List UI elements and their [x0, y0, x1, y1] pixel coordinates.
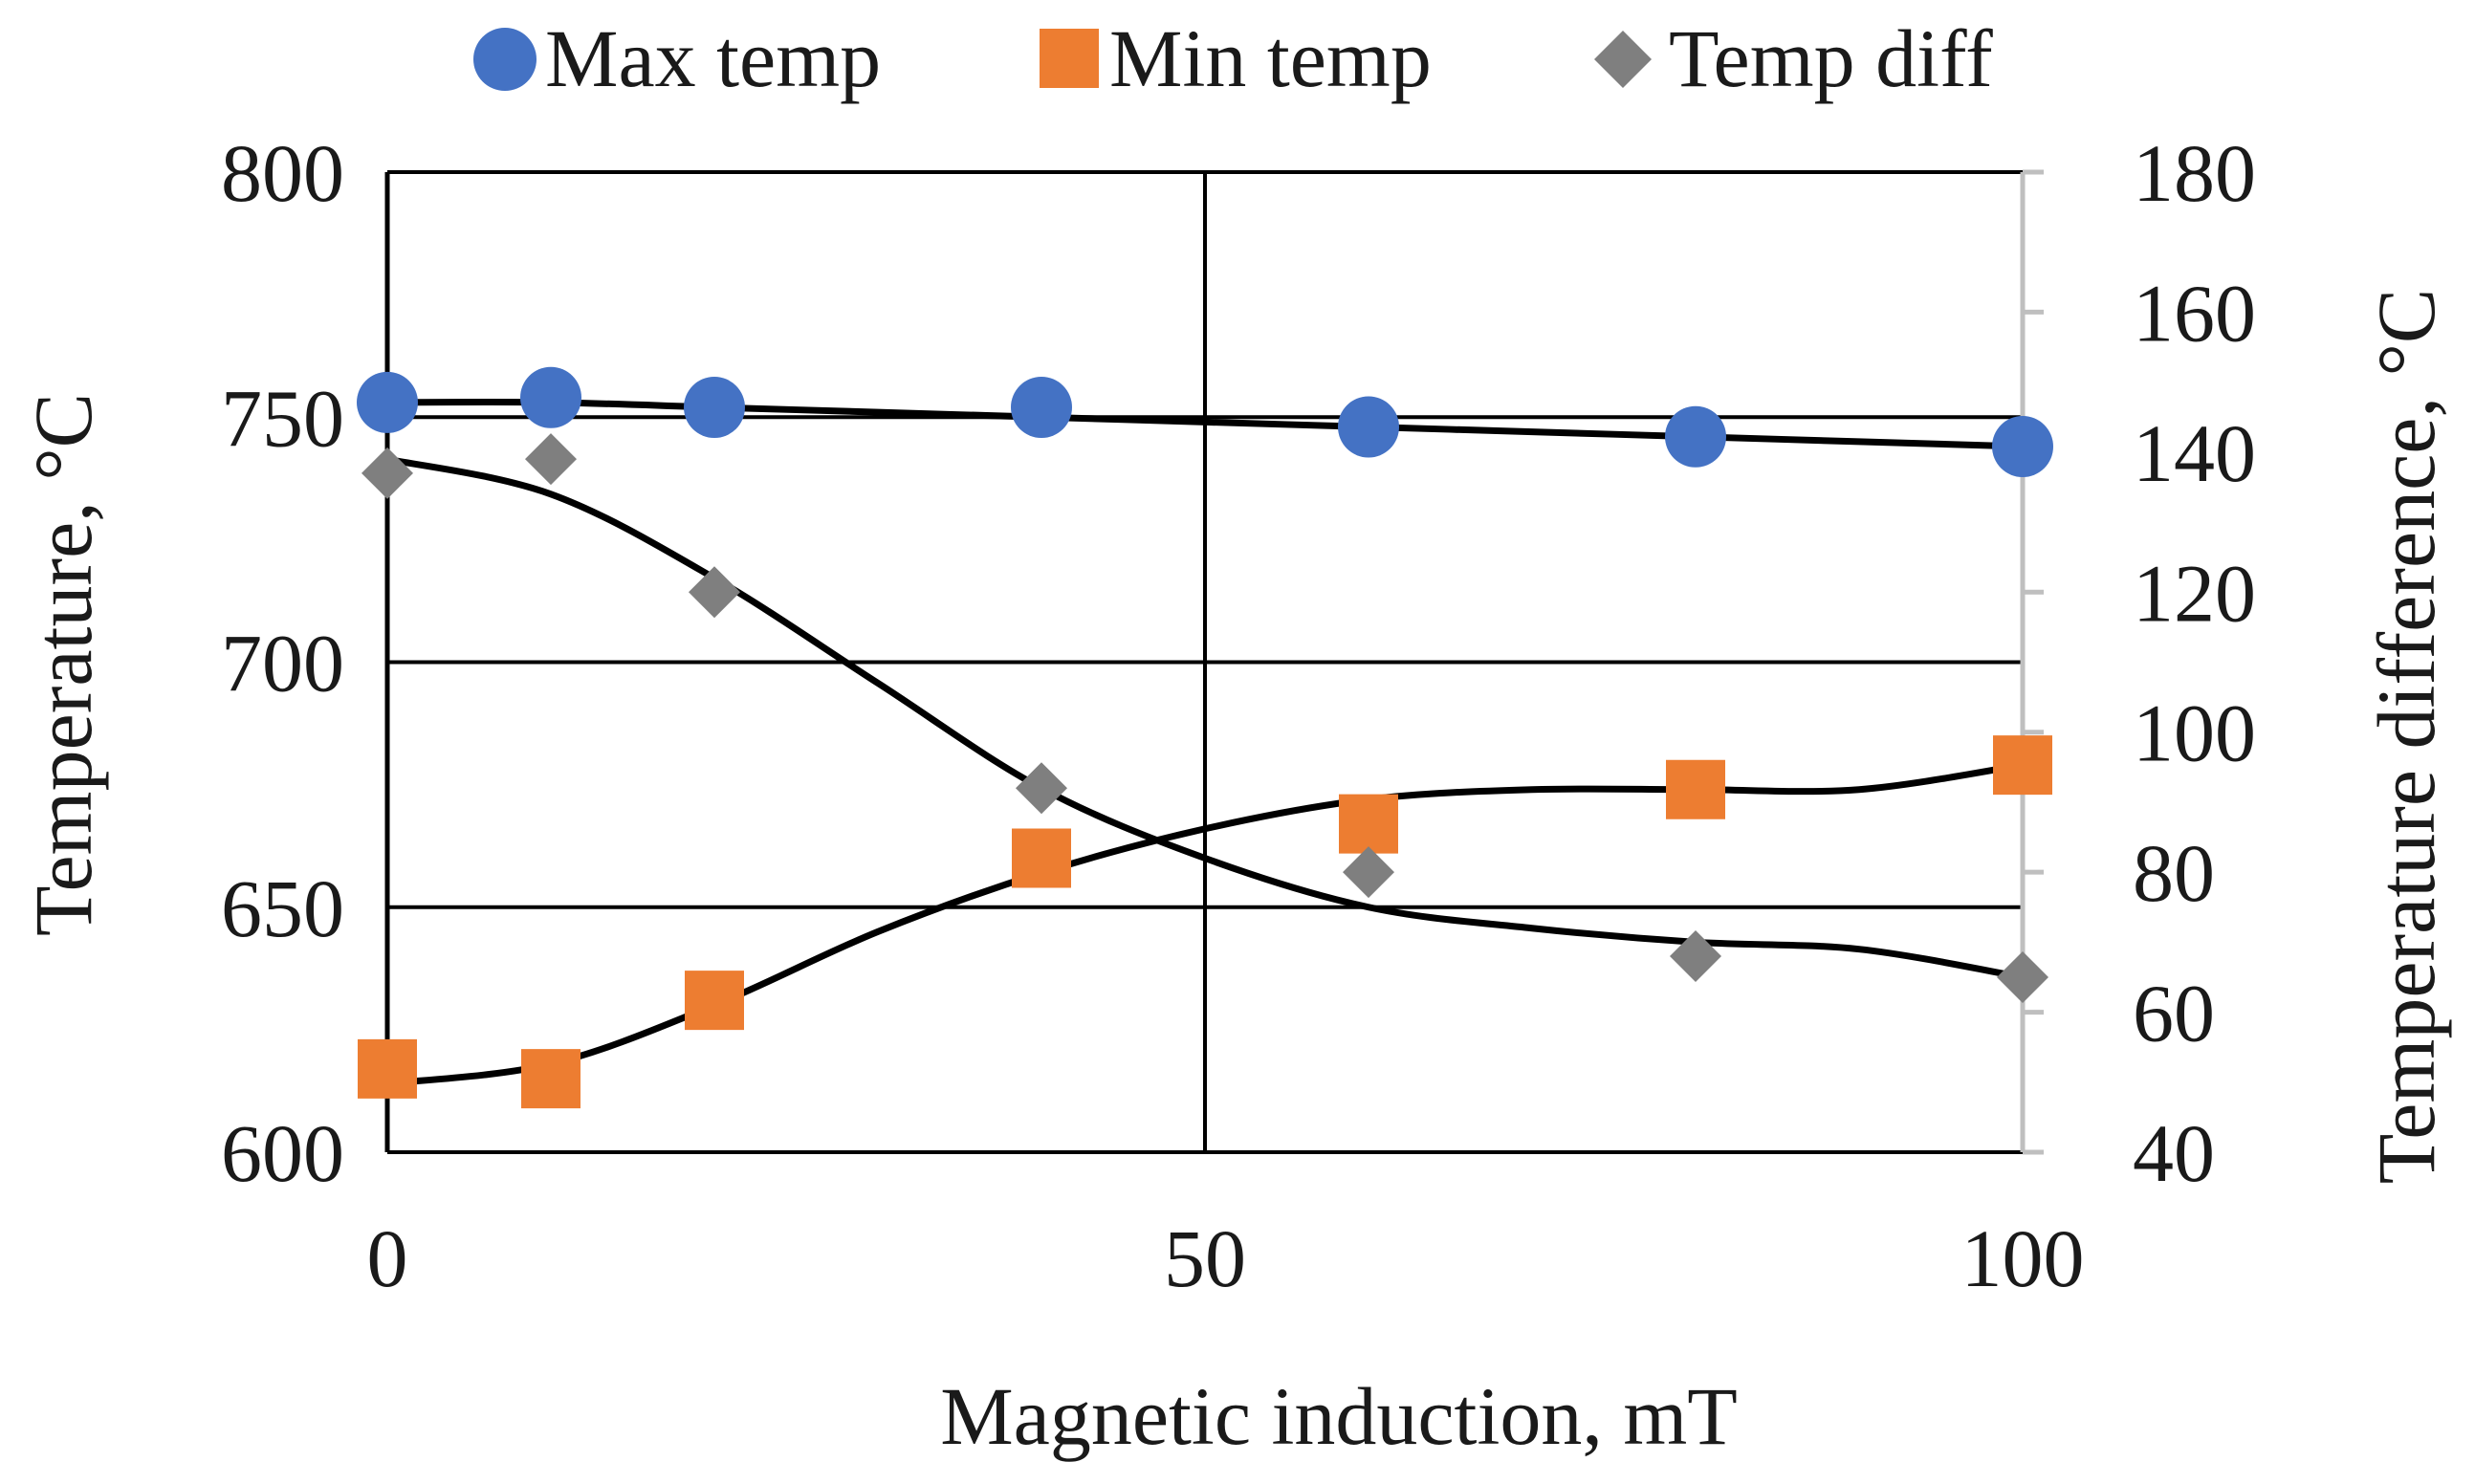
point-min-temp-5: [1666, 759, 1725, 819]
legend-marker-temp-diff: [1594, 31, 1652, 88]
point-temp-diff-4: [1343, 846, 1394, 899]
point-temp-diff-5: [1670, 930, 1721, 982]
point-temp-diff-3: [1016, 762, 1067, 815]
legend-label-min-temp: Min temp: [1109, 12, 1432, 104]
data-markers: [357, 366, 2053, 1109]
legend-marker-max-temp: [473, 28, 537, 91]
point-temp-diff-6: [1997, 950, 2048, 1003]
y-tick-label-800: 800: [221, 127, 344, 219]
point-min-temp-3: [1012, 828, 1071, 888]
point-min-temp-4: [1339, 794, 1398, 854]
trend-lines: [386, 398, 2024, 1087]
y2-tick-label-80: 80: [2133, 827, 2215, 919]
x-axis-title: Magnetic induction, mT: [940, 1370, 1738, 1462]
y-tick-label-600: 600: [221, 1107, 344, 1199]
point-temp-diff-1: [525, 433, 577, 486]
y-axis-title: Temperature, °C: [17, 393, 109, 936]
legend-item-temp-diff: Temp diff: [1594, 12, 1993, 104]
trendline-temp-diff: [386, 455, 2024, 981]
point-min-temp-0: [358, 1038, 417, 1099]
point-max-temp-2: [684, 377, 745, 438]
point-temp-diff-0: [361, 447, 413, 499]
point-max-temp-5: [1665, 405, 1726, 468]
trendline-min-temp: [386, 761, 2024, 1087]
point-min-temp-6: [1993, 735, 2052, 796]
y2-tick-label-100: 100: [2133, 687, 2256, 779]
point-max-temp-3: [1011, 377, 1072, 438]
legend-item-max-temp: Max temp: [473, 12, 881, 104]
y2-axis-title: Temperature difference, °C: [2360, 289, 2452, 1184]
y2-tick-label-60: 60: [2133, 968, 2215, 1059]
x-tick-label-50: 50: [1164, 1212, 1246, 1304]
point-temp-diff-2: [689, 566, 740, 619]
x-tick-label-0: 0: [367, 1212, 408, 1304]
point-max-temp-0: [357, 371, 418, 433]
tick-labels: 600 650 700 750 800 40 60 80 100 120 140 160 180 0 50 1…: [221, 127, 2256, 1304]
y2-tick-label-120: 120: [2133, 547, 2256, 639]
legend: Max temp Min temp Temp diff: [473, 12, 1993, 104]
point-min-temp-2: [685, 971, 744, 1031]
grid: [385, 170, 2025, 1154]
y2-tick-label-140: 140: [2133, 407, 2256, 499]
y2-tick-label-160: 160: [2133, 267, 2256, 359]
point-max-temp-6: [1992, 416, 2053, 477]
x-tick-label-100: 100: [1961, 1212, 2085, 1304]
y-tick-label-750: 750: [221, 372, 344, 464]
y-tick-label-650: 650: [221, 862, 344, 954]
y-tick-label-700: 700: [221, 618, 344, 709]
y2-tick-label-40: 40: [2133, 1107, 2215, 1199]
trendline-max-temp: [386, 398, 2024, 450]
point-max-temp-1: [520, 366, 581, 428]
point-min-temp-1: [521, 1049, 580, 1109]
legend-marker-min-temp: [1040, 29, 1099, 88]
legend-label-temp-diff: Temp diff: [1669, 12, 1993, 104]
point-max-temp-4: [1338, 396, 1399, 458]
y2-tick-label-180: 180: [2133, 127, 2256, 219]
legend-item-min-temp: Min temp: [1040, 12, 1432, 104]
legend-label-max-temp: Max temp: [545, 12, 881, 104]
